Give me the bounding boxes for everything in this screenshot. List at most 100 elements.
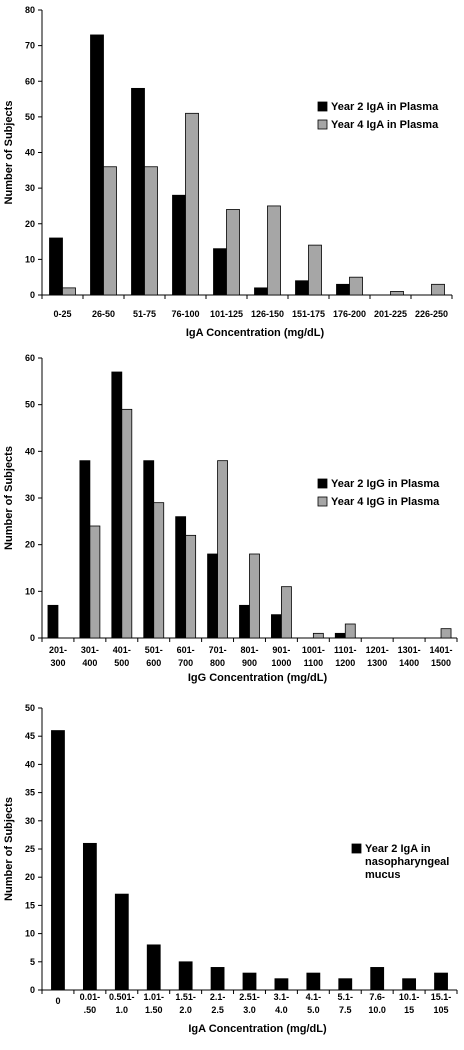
x-tick-label: 176-200 — [333, 309, 366, 319]
bar — [114, 893, 129, 991]
bar — [431, 283, 445, 296]
bar — [254, 287, 268, 296]
x-tick-label: 1.01- 1.50 — [143, 992, 164, 1015]
y-tick-label: 15 — [25, 900, 35, 910]
y-tick-label: 30 — [25, 493, 35, 503]
x-tick-label: 201-225 — [374, 309, 407, 319]
bar — [121, 408, 133, 639]
bar — [210, 967, 225, 991]
x-tick-label-line: 51-75 — [133, 309, 156, 319]
bar — [308, 244, 322, 296]
x-tick-label-line: 401- — [113, 645, 131, 655]
y-tick-label: 30 — [25, 816, 35, 826]
bar — [178, 961, 193, 991]
x-tick-label-line: 76-100 — [171, 309, 199, 319]
y-tick-label: 60 — [25, 353, 35, 363]
x-tick-label-line: 201-225 — [374, 309, 407, 319]
x-tick-label-line: 0.501- — [109, 992, 135, 1002]
x-tick-label-line: 2.0 — [179, 1005, 192, 1015]
x-tick-label: 3.1- 4.0 — [274, 992, 290, 1015]
x-tick-label-line: 4.1- — [306, 992, 322, 1002]
x-tick-label: 1201- 1300 — [366, 645, 389, 668]
y-tick-label: 70 — [25, 41, 35, 51]
x-tick-label-line: 5.1- — [338, 992, 354, 1002]
y-tick-label: 10 — [25, 254, 35, 264]
y-tick-label: 40 — [25, 759, 35, 769]
legend-label-line: nasopharyngeal — [365, 856, 449, 868]
bar — [349, 276, 363, 296]
x-tick-label: 401- 500 — [113, 645, 131, 668]
x-tick-label: 1001- 1100 — [302, 645, 325, 668]
bar — [370, 967, 385, 991]
bar — [402, 978, 417, 991]
x-tick-label-line: 0.01- — [80, 992, 101, 1002]
x-tick-label-line: 1201- — [366, 645, 389, 655]
x-tick-label-line: 201- — [49, 645, 67, 655]
y-tick-label: 0 — [30, 633, 35, 643]
bar — [267, 205, 281, 296]
x-tick-label-line: 1.50 — [145, 1005, 163, 1015]
x-tick-label-line: 1.0 — [116, 1005, 129, 1015]
x-tick-label-line: 105 — [434, 1005, 449, 1015]
x-tick-label-line: 0-25 — [53, 309, 71, 319]
legend-swatch — [317, 101, 328, 112]
x-tick-label: 5.1- 7.5 — [338, 992, 354, 1015]
x-tick-label: 901- 1000 — [271, 645, 291, 668]
x-tick-label: 301- 400 — [81, 645, 99, 668]
x-tick-label: 1101- 1200 — [334, 645, 357, 668]
x-axis-title: IgG Concentration (mg/dL) — [188, 672, 328, 684]
x-tick-label: 601- 700 — [177, 645, 195, 668]
y-tick-label: 35 — [25, 788, 35, 798]
y-axis-title: Number of Subjects — [3, 101, 15, 205]
y-tick-label: 25 — [25, 844, 35, 854]
x-tick-label-line: 0 — [55, 996, 60, 1006]
y-tick-label: 50 — [25, 400, 35, 410]
x-tick-label: 10.1- 15 — [399, 992, 420, 1015]
y-tick-label: 0 — [30, 290, 35, 300]
y-tick-label: 0 — [30, 985, 35, 995]
y-tick-label: 30 — [25, 183, 35, 193]
x-tick-label-line: 5.0 — [307, 1005, 320, 1015]
legend-label: Year 2 IgG in Plasma — [331, 478, 440, 490]
legend-swatch — [317, 496, 328, 507]
x-tick-label-line: 2.5 — [211, 1005, 224, 1015]
bar — [47, 604, 59, 639]
y-axis-title: Number of Subjects — [3, 797, 15, 901]
x-tick-label-line: 1500 — [431, 658, 451, 668]
x-tick-label: 1301- 1400 — [398, 645, 421, 668]
iga-mucus-chart: 0 5 10 15 20 25 30 35 40 45 50 0 0.01- .50 0.501- 1.0 1.… — [0, 700, 464, 1050]
x-tick-label: 501- 600 — [145, 645, 163, 668]
x-tick-label-line: 15.1- — [431, 992, 452, 1002]
x-tick-label: 0 — [55, 996, 60, 1006]
bar — [295, 280, 309, 296]
y-tick-label: 50 — [25, 112, 35, 122]
x-tick-label-line: 1.51- — [175, 992, 196, 1002]
bar — [207, 553, 218, 639]
x-tick-label: 1.51- 2.0 — [175, 992, 196, 1015]
x-tick-label: 2.1- 2.5 — [210, 992, 226, 1015]
x-tick-label-line: 600 — [146, 658, 161, 668]
bar — [51, 730, 65, 991]
x-tick-label-line: 501- — [145, 645, 163, 655]
x-tick-label: 0-25 — [53, 309, 71, 319]
bar — [153, 502, 165, 639]
x-tick-label-line: 1400 — [399, 658, 419, 668]
y-tick-label: 20 — [25, 872, 35, 882]
y-tick-label: 5 — [30, 957, 35, 967]
x-tick-label: 801- 900 — [240, 645, 258, 668]
x-tick-label: 101-125 — [210, 309, 243, 319]
igg-plasma-chart-svg: 0 10 20 30 40 50 60 201- 300 301- 400 401- 500 501- 60… — [3, 353, 458, 684]
x-tick-label-line: 300 — [50, 658, 65, 668]
iga-mucus-chart-svg: 0 5 10 15 20 25 30 35 40 45 50 0 0.01- .50 0.501- 1.0 1.… — [3, 703, 458, 1035]
x-axis-title: IgA Concentration (mg/dL) — [186, 327, 325, 339]
x-tick-label-line: 1300 — [367, 658, 387, 668]
y-tick-label: 20 — [25, 219, 35, 229]
bar — [62, 287, 76, 296]
x-tick-label-line: 1.01- — [143, 992, 164, 1002]
x-tick-label-line: 1301- — [398, 645, 421, 655]
x-tick-label-line: 3.1- — [274, 992, 290, 1002]
bar — [274, 978, 289, 991]
bar — [175, 516, 187, 639]
x-tick-label-line: 901- — [272, 645, 290, 655]
x-tick-label-line: 126-150 — [251, 309, 284, 319]
